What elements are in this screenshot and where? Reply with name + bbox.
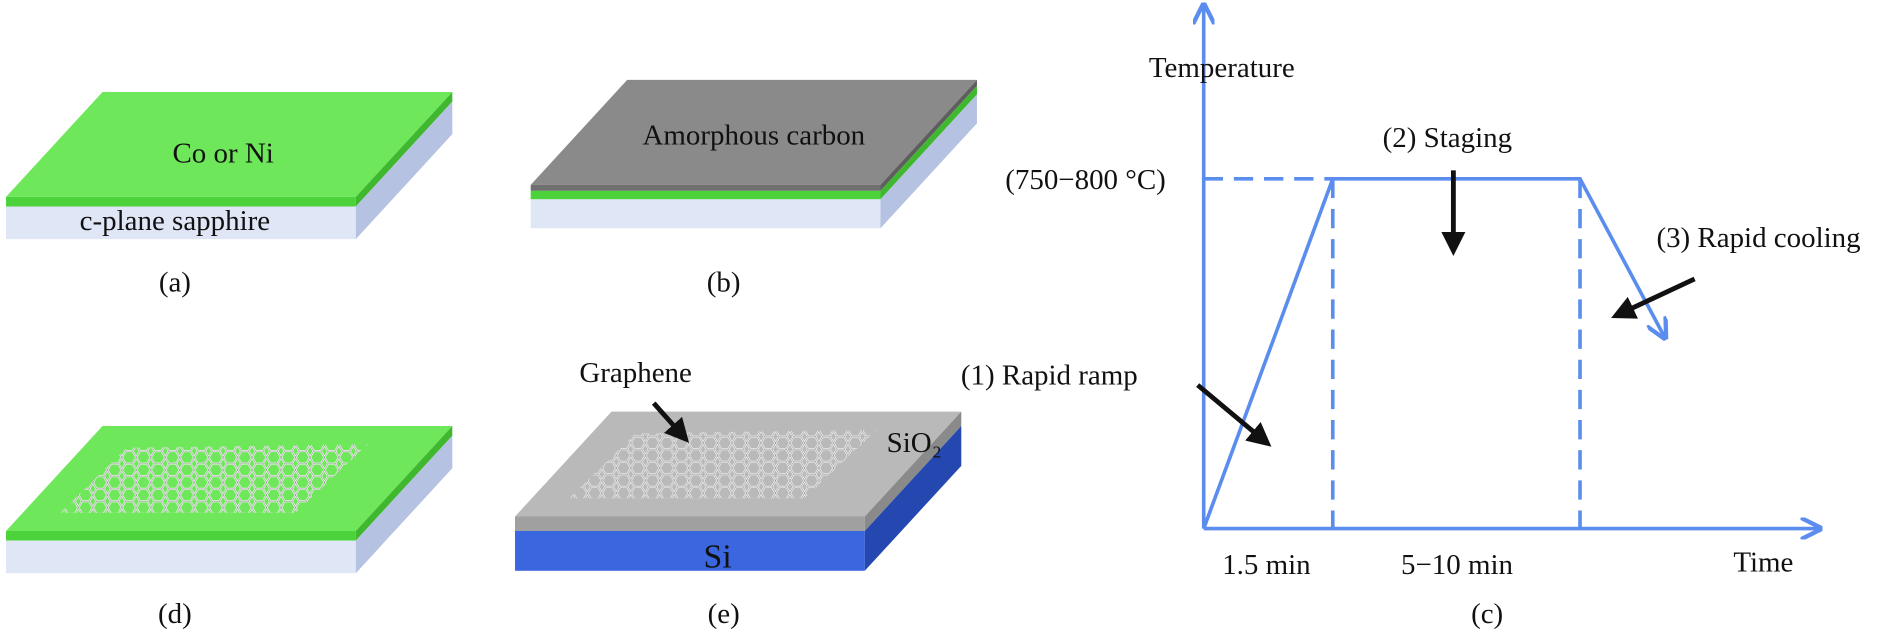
layer-label: Co or Ni <box>172 138 273 170</box>
slab-a <box>6 91 453 240</box>
duration-label: 1.5 min <box>1222 549 1311 581</box>
temperature-label: (750−800 °C) <box>1005 164 1166 196</box>
arrow <box>1196 383 1272 447</box>
layer-label: c-plane sapphire <box>80 205 270 237</box>
step-label: (1) Rapid ramp <box>961 359 1138 391</box>
panel-label: (b) <box>707 267 741 299</box>
slab-b <box>530 79 977 229</box>
slab-d <box>6 426 453 574</box>
x-axis-label: Time <box>1733 546 1793 578</box>
annotation: SiO₂ <box>887 427 942 459</box>
step-label: (3) Rapid cooling <box>1656 222 1860 254</box>
slab-e <box>515 411 962 571</box>
panel-label: (d) <box>158 598 192 630</box>
panel-label: (c) <box>1471 598 1503 630</box>
layer-label: Amorphous carbon <box>643 119 866 151</box>
panel-label: (a) <box>159 267 191 299</box>
panel-label: (e) <box>708 598 740 630</box>
y-axis-label: Temperature <box>1149 52 1295 84</box>
step-label: (2) Staging <box>1383 122 1512 154</box>
arrow <box>651 401 690 443</box>
arrow <box>1611 276 1696 319</box>
process-plot <box>1198 6 1819 528</box>
duration-label: 5−10 min <box>1401 549 1514 581</box>
annotation: Si <box>704 539 732 576</box>
annotation: Graphene <box>579 357 691 389</box>
temperature-profile <box>1202 176 1665 530</box>
